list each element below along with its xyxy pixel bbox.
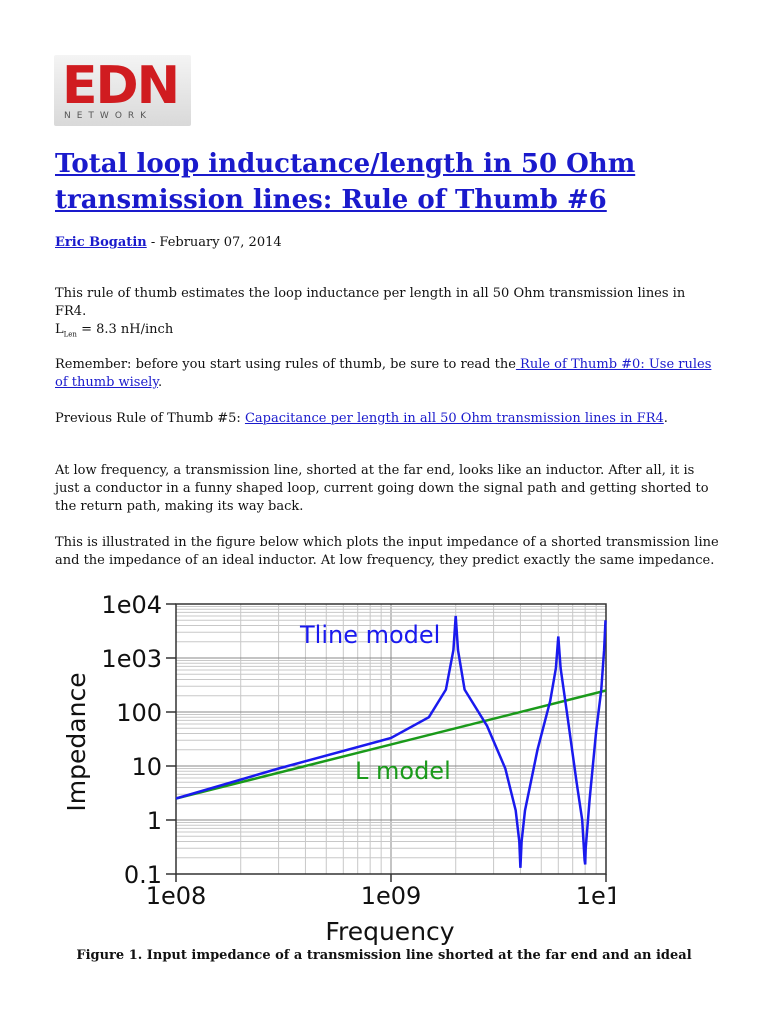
- rule-zero-link[interactable]: Rule of Thumb #0: Use rules of thumb wis…: [55, 357, 712, 390]
- x-tick-label: 1e09: [361, 882, 422, 910]
- remember-paragraph: Remember: before you start using rules o…: [55, 356, 720, 392]
- x-tick-label: 1e10: [576, 882, 615, 910]
- y-tick-label: 1e03: [101, 645, 162, 673]
- formula-subscript: Len: [63, 330, 77, 339]
- y-tick-label: 1e04: [101, 591, 162, 619]
- low-frequency-paragraph: At low frequency, a transmission line, s…: [55, 463, 709, 514]
- x-tick-label: 1e08: [146, 882, 207, 910]
- y-tick-label: 10: [131, 753, 162, 781]
- byline-separator: -: [146, 235, 160, 250]
- series-tline-model-line: [175, 615, 607, 868]
- annotation-l-model: L model: [355, 757, 451, 785]
- x-tick-labels: 1e08 1e09 1e10: [146, 874, 615, 910]
- remember-end: .: [157, 375, 163, 390]
- logo-tagline: NETWORK: [64, 111, 153, 121]
- logo-wordmark: EDN: [62, 56, 180, 116]
- impedance-chart: 1e04 1e03 100 10 1 0.1 1e08 1e09 1e10 Tline mod…: [62, 591, 615, 945]
- article-title[interactable]: Total loop inductance/length in 50 Ohm t…: [55, 149, 636, 215]
- figure-caption: Figure 1. Input impedance of a transmiss…: [76, 948, 692, 963]
- y-tick-label: 1: [147, 807, 162, 835]
- series-l-model-line: [175, 689, 607, 800]
- y-tick-label: 0.1: [124, 861, 162, 889]
- y-tick-labels: 1e04 1e03 100 10 1 0.1: [101, 591, 176, 889]
- intro-paragraph: This rule of thumb estimates the loop in…: [55, 286, 686, 319]
- formula-symbol: L: [55, 322, 64, 337]
- previous-rule-text: Previous Rule of Thumb #5:: [55, 411, 245, 426]
- chart-grid: [176, 604, 606, 874]
- previous-rule-end: .: [663, 411, 668, 426]
- x-axis-label: Frequency: [325, 917, 454, 945]
- formula: LLen = 8.3 nH/inch: [55, 321, 720, 344]
- previous-rule-paragraph: Previous Rule of Thumb #5: Capacitance p…: [55, 410, 720, 428]
- y-axis-label: Impedance: [62, 672, 91, 811]
- edn-logo[interactable]: EDN NETWORK: [54, 55, 191, 126]
- byline: Eric Bogatin - February 07, 2014: [55, 235, 282, 250]
- formula-value: = 8.3 nH/inch: [76, 322, 174, 337]
- previous-rule-link[interactable]: Capacitance per length in all 50 Ohm tra…: [244, 411, 664, 426]
- publish-date: February 07, 2014: [159, 235, 282, 250]
- author-link[interactable]: Eric Bogatin: [55, 235, 147, 250]
- annotation-tline-model: Tline model: [299, 621, 440, 649]
- remember-text: Remember: before you start using rules o…: [55, 357, 516, 372]
- illustration-paragraph: This is illustrated in the figure below …: [55, 535, 719, 568]
- y-tick-label: 100: [116, 699, 162, 727]
